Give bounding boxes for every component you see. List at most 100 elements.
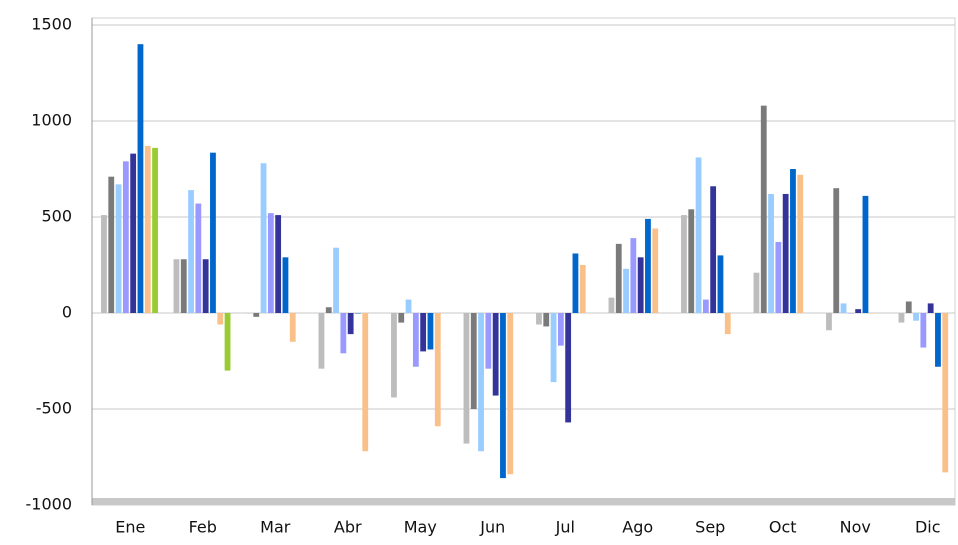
bar [434, 313, 441, 427]
bar [710, 186, 717, 313]
bar [913, 313, 919, 321]
bar [137, 44, 144, 313]
x-tick-label: Ene [115, 518, 145, 537]
y-tick-label: 1000 [31, 111, 72, 130]
y-tick-label: 1500 [31, 15, 72, 34]
bar [724, 313, 731, 335]
bar [608, 297, 615, 313]
y-tick-label: 0 [62, 303, 72, 322]
bar [652, 228, 659, 313]
bar [260, 163, 267, 313]
bar [753, 272, 760, 313]
bar [427, 313, 434, 350]
x-tick-label: May [404, 518, 437, 537]
x-tick-label: Mar [260, 518, 291, 537]
bar [101, 215, 107, 313]
bar [282, 257, 289, 313]
bar [217, 313, 224, 325]
x-tick-label: Jul [555, 518, 575, 537]
bar [115, 184, 122, 313]
bar [340, 313, 347, 354]
bar [507, 313, 514, 475]
bar [768, 193, 774, 313]
bar [325, 307, 332, 313]
bar [637, 257, 644, 313]
bar [790, 169, 796, 313]
bar [630, 238, 637, 313]
x-tick-label: Jun [479, 518, 505, 537]
bar [920, 313, 927, 348]
bar [492, 313, 499, 396]
bar [565, 313, 572, 423]
x-tick-label: Feb [189, 518, 217, 537]
bar [681, 215, 687, 313]
bar [702, 299, 709, 313]
bar [420, 313, 427, 352]
bar [224, 313, 231, 371]
x-tick-label: Nov [840, 518, 871, 537]
bar [862, 195, 869, 313]
bar [122, 161, 129, 313]
bar [173, 259, 180, 313]
bar [470, 313, 477, 409]
bar [572, 253, 579, 313]
bar [500, 313, 506, 479]
bar [355, 313, 361, 314]
bar [543, 313, 550, 327]
bar [760, 105, 767, 313]
bar [463, 313, 470, 444]
bar [405, 299, 412, 313]
bar [391, 313, 397, 398]
bar [180, 259, 187, 313]
bar [826, 313, 832, 331]
bar [840, 303, 847, 313]
bar [869, 313, 876, 314]
x-tick-label: Dic [915, 518, 941, 537]
bar [485, 313, 492, 369]
bar [782, 193, 789, 313]
bar [333, 247, 339, 313]
bar [615, 243, 622, 313]
bar [688, 209, 695, 313]
x-tick-label: Abr [334, 518, 362, 537]
y-tick-label: 500 [41, 207, 72, 226]
bar [108, 176, 115, 313]
bar [210, 152, 216, 313]
bar [927, 303, 934, 313]
bar [130, 153, 137, 313]
bar [152, 147, 158, 313]
bar [855, 309, 862, 313]
x-tick-label: Ago [622, 518, 653, 537]
bar [833, 188, 840, 313]
floor [92, 498, 955, 505]
bar [398, 313, 405, 323]
bar [246, 313, 252, 314]
bar [144, 145, 151, 313]
bar [267, 213, 274, 313]
bar [797, 174, 804, 313]
bar [717, 255, 724, 313]
bar [275, 215, 282, 313]
bar [905, 301, 912, 313]
bar [318, 313, 325, 369]
plot-area [91, 17, 956, 506]
y-tick-label: -1000 [26, 495, 73, 514]
bar [557, 313, 564, 346]
bar [935, 313, 941, 367]
bar [412, 313, 419, 367]
bar [942, 313, 949, 473]
bar [623, 268, 629, 313]
bar [579, 265, 586, 313]
bar [775, 241, 782, 313]
x-tick-label: Oct [769, 518, 797, 537]
bar [188, 190, 194, 313]
bar [289, 313, 296, 342]
bar [847, 313, 854, 314]
bar [362, 313, 369, 452]
bar [202, 259, 209, 313]
bar [898, 313, 905, 323]
bar [550, 313, 557, 383]
bar [478, 313, 484, 452]
x-tick-label: Sep [695, 518, 725, 537]
